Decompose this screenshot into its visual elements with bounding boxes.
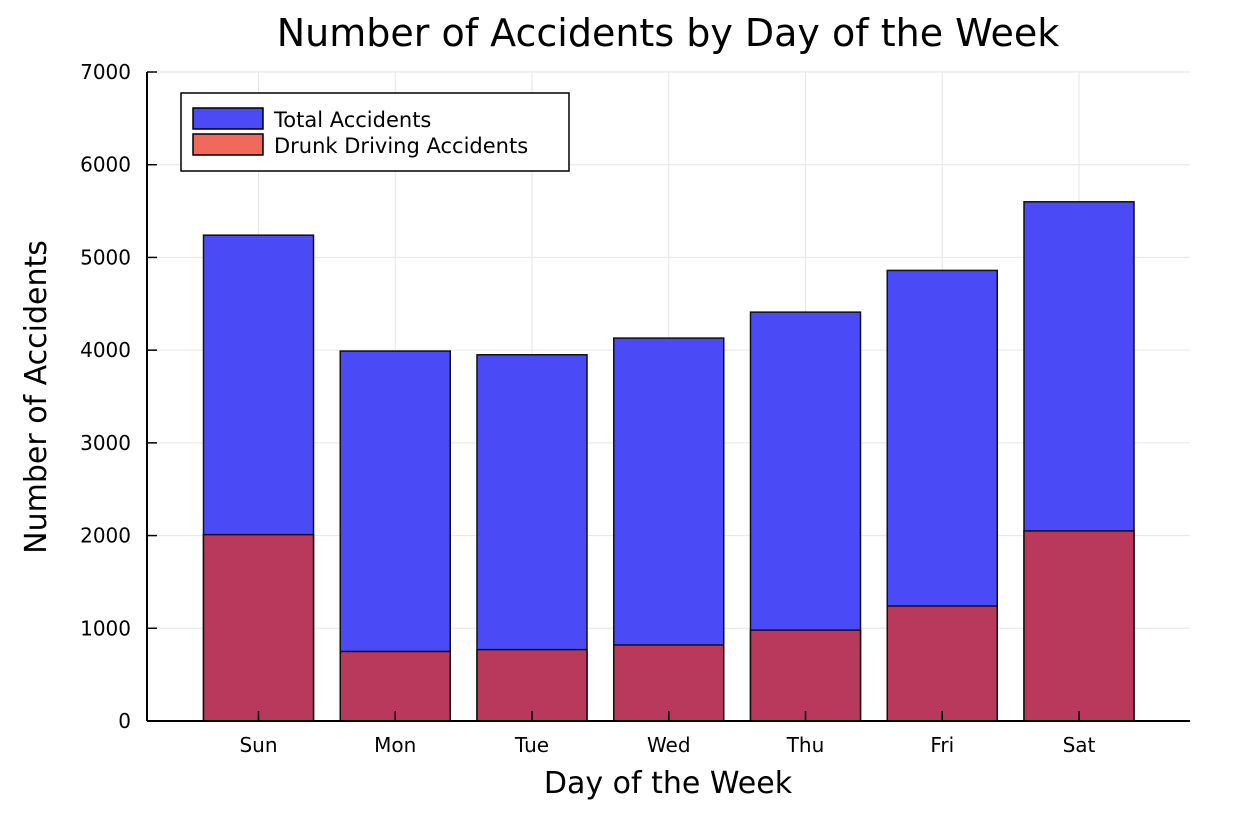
legend-swatch-total-accidents bbox=[192, 107, 264, 130]
bar-drunk-driving-accidents-wed bbox=[613, 644, 725, 722]
x-tick-label: Sat bbox=[1063, 733, 1096, 757]
x-axis-title: Day of the Week bbox=[544, 766, 793, 801]
y-tick-label: 3000 bbox=[80, 431, 131, 455]
y-tick-label: 6000 bbox=[80, 153, 131, 177]
y-tick-label: 5000 bbox=[80, 245, 131, 269]
x-tick-label: Tue bbox=[514, 733, 549, 757]
y-tick-label: 0 bbox=[118, 709, 131, 733]
y-axis-title: Number of Accidents bbox=[19, 240, 54, 554]
x-tick-label: Thu bbox=[786, 733, 825, 757]
legend-label-total-accidents: Total Accidents bbox=[273, 108, 431, 132]
legend-box bbox=[180, 92, 570, 172]
bar-drunk-driving-accidents-sat bbox=[1023, 530, 1135, 722]
legend: Total Accidents Drunk Driving Accidents bbox=[180, 92, 570, 172]
bar-drunk-driving-accidents-tue bbox=[476, 648, 588, 722]
bars bbox=[202, 201, 1135, 722]
legend-swatch-drunk-driving-accidents bbox=[192, 133, 264, 156]
legend-label-drunk-driving-accidents: Drunk Driving Accidents bbox=[274, 134, 528, 158]
x-tick-label: Wed bbox=[647, 733, 691, 757]
chart-title: Number of Accidents by Day of the Week bbox=[277, 11, 1060, 55]
y-tick-label: 1000 bbox=[80, 616, 131, 640]
x-tick-label: Mon bbox=[374, 733, 416, 757]
bar-drunk-driving-accidents-fri bbox=[886, 605, 998, 722]
ticks: 0 1000 2000 3000 4000 5000 6000 7000 Sun Mon Tue We… bbox=[80, 60, 1095, 757]
bar-drunk-driving-accidents-thu bbox=[749, 629, 862, 722]
y-tick-label: 2000 bbox=[80, 524, 131, 548]
y-tick-label: 4000 bbox=[80, 338, 131, 362]
x-tick-label: Sun bbox=[239, 733, 277, 757]
bar-drunk-driving-accidents-sun bbox=[202, 533, 315, 722]
y-tick-label: 7000 bbox=[80, 60, 131, 84]
bar-drunk-driving-accidents-mon bbox=[339, 650, 451, 722]
x-tick-label: Fri bbox=[930, 733, 954, 757]
